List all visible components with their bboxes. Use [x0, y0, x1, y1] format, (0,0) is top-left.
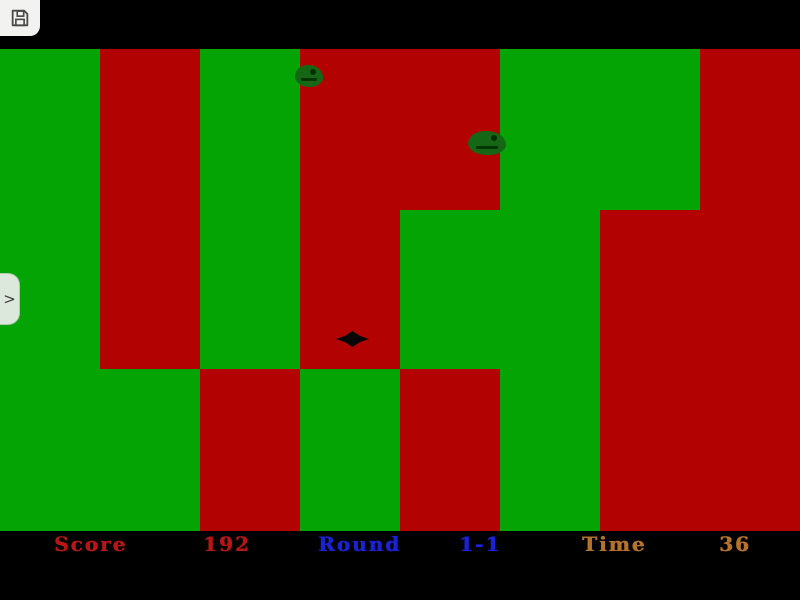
- score-label: Score: [54, 532, 128, 556]
- sidebar-expand-toggle[interactable]: >: [0, 273, 20, 325]
- field-cell-red: [700, 49, 800, 210]
- field-cell-green: [200, 210, 300, 369]
- field-cell-green: [300, 369, 400, 531]
- field-cell-green: [0, 369, 100, 531]
- round-label: Round: [318, 532, 402, 556]
- enemy-creature-2: [468, 131, 506, 155]
- field-cell-green: [100, 369, 200, 531]
- field-cell-red: [400, 369, 500, 531]
- floppy-save-icon: [11, 9, 29, 27]
- field-cell-red: [400, 49, 500, 210]
- chevron-right-icon: >: [3, 289, 16, 308]
- field-cell-green: [400, 210, 500, 369]
- field-cell-green: [600, 49, 700, 210]
- field-cell-green: [500, 49, 600, 210]
- field-cell-red: [700, 210, 800, 369]
- field-cell-green: [200, 49, 300, 210]
- round-value: 1-1: [459, 532, 502, 556]
- score-value: 192: [203, 532, 251, 556]
- time-label: Time: [582, 532, 647, 556]
- field-cell-red: [100, 210, 200, 369]
- field-cell-green: [0, 49, 100, 210]
- enemy-creature-1: [295, 65, 323, 87]
- field-cell-green: [500, 369, 600, 531]
- time-value: 36: [719, 532, 751, 556]
- field-cell-red: [700, 369, 800, 531]
- save-button[interactable]: [0, 0, 40, 36]
- field-cell-red: [200, 369, 300, 531]
- top-bar: [0, 0, 800, 49]
- field-cell-red: [600, 210, 700, 369]
- field-cell-green: [500, 210, 600, 369]
- field-cell-red: [600, 369, 700, 531]
- field-cell-red: [100, 49, 200, 210]
- status-bar: Score 192 Round 1-1 Time 36: [0, 531, 800, 600]
